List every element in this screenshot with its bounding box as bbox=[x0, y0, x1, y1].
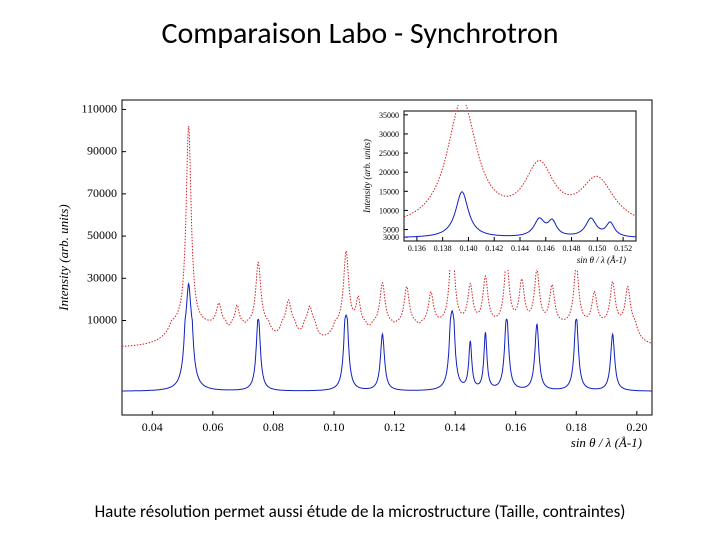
svg-text:0.04: 0.04 bbox=[142, 420, 163, 434]
svg-text:Intensity (arb. units): Intensity (arb. units) bbox=[362, 139, 372, 214]
svg-text:0.146: 0.146 bbox=[537, 244, 555, 253]
svg-text:sin θ / λ (Å-1): sin θ / λ (Å-1) bbox=[577, 255, 626, 265]
svg-text:Intensity (arb. units): Intensity (arb. units) bbox=[56, 204, 71, 312]
svg-text:10000: 10000 bbox=[379, 206, 399, 215]
diffraction-chart: 0.04 0.06 0.08 0.10 0.12 0.14 0.16 0.18 0.20 1000… bbox=[50, 90, 670, 470]
svg-text:0.12: 0.12 bbox=[384, 420, 405, 434]
svg-text:0.20: 0.20 bbox=[626, 420, 647, 434]
svg-text:20000: 20000 bbox=[379, 168, 399, 177]
chart-svg: 0.04 0.06 0.08 0.10 0.12 0.14 0.16 0.18 0.20 1000… bbox=[50, 90, 670, 470]
svg-text:0.18: 0.18 bbox=[566, 420, 587, 434]
svg-text:0.14: 0.14 bbox=[445, 420, 466, 434]
svg-text:35000: 35000 bbox=[379, 111, 399, 120]
svg-text:0.16: 0.16 bbox=[505, 420, 526, 434]
svg-text:30000: 30000 bbox=[379, 130, 399, 139]
svg-text:110000: 110000 bbox=[81, 101, 117, 115]
svg-text:0.06: 0.06 bbox=[202, 420, 223, 434]
svg-text:0.152: 0.152 bbox=[614, 244, 632, 253]
svg-text:90000: 90000 bbox=[87, 144, 117, 158]
svg-text:5000: 5000 bbox=[383, 226, 399, 235]
svg-text:0.142: 0.142 bbox=[485, 244, 503, 253]
svg-text:30000: 30000 bbox=[87, 270, 117, 284]
svg-text:0.10: 0.10 bbox=[324, 420, 345, 434]
svg-text:25000: 25000 bbox=[379, 149, 399, 158]
svg-text:10000: 10000 bbox=[87, 313, 117, 327]
svg-text:0.148: 0.148 bbox=[563, 244, 581, 253]
svg-text:50000: 50000 bbox=[87, 228, 117, 242]
svg-text:0.140: 0.140 bbox=[459, 244, 477, 253]
svg-text:0.136: 0.136 bbox=[408, 244, 426, 253]
svg-text:70000: 70000 bbox=[87, 186, 117, 200]
svg-text:15000: 15000 bbox=[379, 187, 399, 196]
svg-text:0.144: 0.144 bbox=[511, 244, 529, 253]
page-title: Comparaison Labo - Synchrotron bbox=[0, 15, 720, 52]
svg-text:sin θ / λ (Å-1): sin θ / λ (Å-1) bbox=[571, 435, 642, 450]
svg-text:0.138: 0.138 bbox=[434, 244, 452, 253]
svg-text:0.150: 0.150 bbox=[588, 244, 606, 253]
page-caption: Haute résolution permet aussi étude de l… bbox=[0, 501, 720, 522]
svg-text:0.08: 0.08 bbox=[263, 420, 284, 434]
